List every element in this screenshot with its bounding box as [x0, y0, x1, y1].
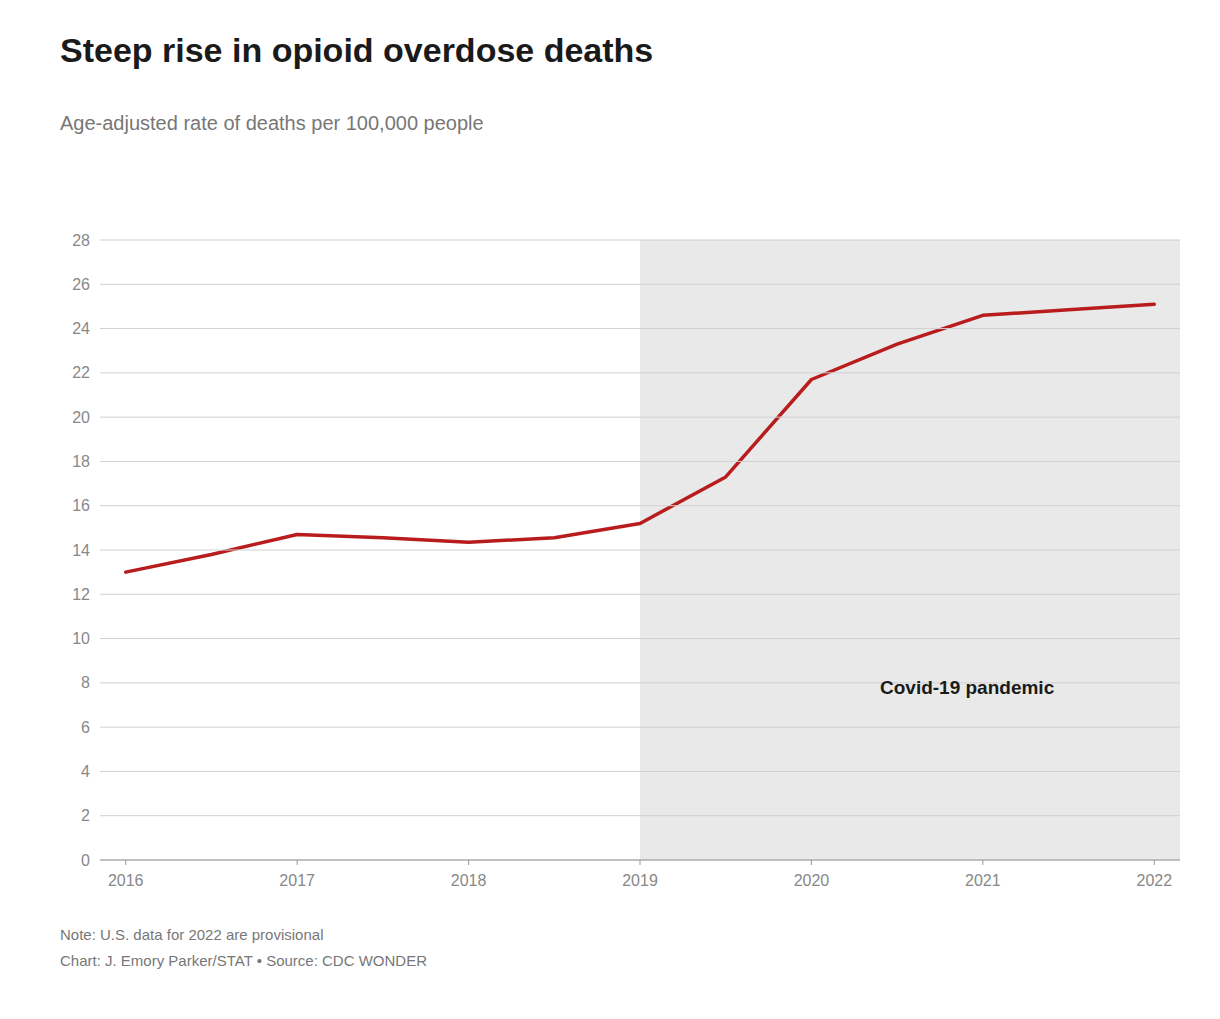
- x-tick: [297, 860, 298, 865]
- x-tick: [1154, 860, 1155, 865]
- y-tick-label: 6: [81, 719, 90, 736]
- grid-line: [100, 328, 1180, 329]
- y-tick-label: 24: [72, 320, 90, 337]
- x-tick: [811, 860, 812, 865]
- x-tick: [468, 860, 469, 865]
- grid-line: [100, 815, 1180, 816]
- subtitle: Age-adjusted rate of deaths per 100,000 …: [60, 112, 484, 134]
- x-tick-label: 2016: [108, 872, 144, 889]
- credit: Chart: J. Emory Parker/STAT • Source: CD…: [60, 952, 427, 969]
- x-tick-label: 2018: [451, 872, 487, 889]
- annotation: Covid-19 pandemic: [880, 677, 1055, 698]
- x-tick-label: 2017: [279, 872, 315, 889]
- y-tick-label: 10: [72, 630, 90, 647]
- x-tick-label: 2019: [622, 872, 658, 889]
- chart-svg: Steep rise in opioid overdose deaths Age-…: [0, 0, 1220, 1019]
- y-tick-label: 26: [72, 276, 90, 293]
- data-line: [126, 304, 1155, 572]
- grid-line: [100, 727, 1180, 728]
- grid-line: [100, 461, 1180, 462]
- grid-line: [100, 771, 1180, 772]
- grid-line: [100, 550, 1180, 551]
- chart-container: Steep rise in opioid overdose deaths Age-…: [0, 0, 1220, 1019]
- grid-line: [100, 417, 1180, 418]
- x-tick-label: 2020: [794, 872, 830, 889]
- grid-line: [100, 372, 1180, 373]
- x-tick-label: 2022: [1136, 872, 1172, 889]
- y-tick-label: 16: [72, 497, 90, 514]
- x-tick-label: 2021: [965, 872, 1001, 889]
- title: Steep rise in opioid overdose deaths: [60, 31, 653, 69]
- y-tick-label: 14: [72, 542, 90, 559]
- grid-line: [100, 240, 1180, 241]
- grid-line: [100, 284, 1180, 285]
- x-tick: [125, 860, 126, 865]
- y-tick-label: 2: [81, 807, 90, 824]
- y-tick-label: 12: [72, 586, 90, 603]
- y-tick-label: 18: [72, 453, 90, 470]
- y-grid: [100, 240, 1180, 860]
- y-tick-label: 22: [72, 364, 90, 381]
- grid-line: [100, 505, 1180, 506]
- y-tick-label: 0: [81, 852, 90, 869]
- y-tick-label: 28: [72, 232, 90, 249]
- x-tick: [640, 860, 641, 865]
- y-tick-label: 20: [72, 409, 90, 426]
- y-tick-label: 4: [81, 763, 90, 780]
- grid-line: [100, 638, 1180, 639]
- y-tick-label: 8: [81, 674, 90, 691]
- note: Note: U.S. data for 2022 are provisional: [60, 926, 323, 943]
- x-tick: [982, 860, 983, 865]
- grid-line: [100, 594, 1180, 595]
